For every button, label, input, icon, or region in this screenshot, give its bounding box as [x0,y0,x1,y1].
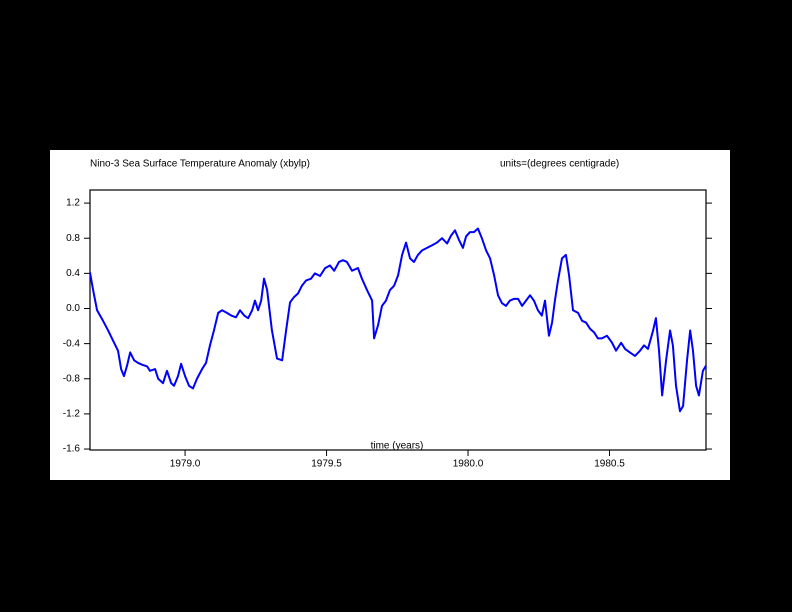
plot-frame [89,189,707,451]
x-tick-label: 1979.0 [170,459,201,470]
y-tick-label: -0.4 [63,338,81,349]
units-label: units=(degrees centigrade) [500,159,619,170]
y-tick-label: -0.8 [63,373,81,384]
y-tick-label: 1.2 [66,198,80,209]
y-tick-label: -1.6 [63,444,81,455]
x-tick-label: 1980.5 [594,459,625,470]
y-tick-label: 0.8 [66,233,80,244]
panel [50,150,730,480]
x-tick-label: 1979.5 [311,459,342,470]
y-tick-label: 0.4 [66,268,80,279]
y-tick-label: 0.0 [66,303,80,314]
x-tick-label: 1980.0 [453,459,484,470]
data-line [89,227,707,413]
chart-title: Nino-3 Sea Surface Temperature Anomaly (… [90,159,310,170]
x-axis-label: time (years) [371,441,424,452]
y-tick-label: -1.2 [63,409,81,420]
